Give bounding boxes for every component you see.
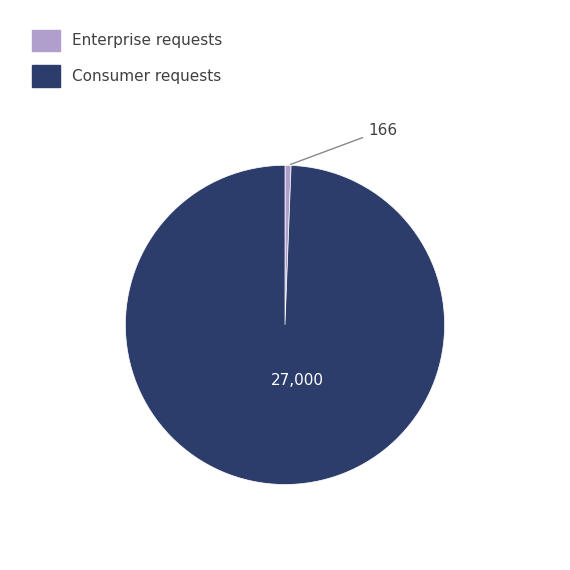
Legend: Enterprise requests, Consumer requests: Enterprise requests, Consumer requests bbox=[25, 22, 230, 94]
Text: 27,000: 27,000 bbox=[271, 373, 324, 388]
Text: 166: 166 bbox=[291, 123, 397, 164]
Wedge shape bbox=[285, 165, 291, 325]
Wedge shape bbox=[125, 165, 445, 484]
